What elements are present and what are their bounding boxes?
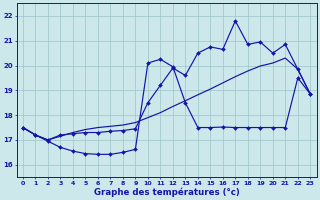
X-axis label: Graphe des températures (°c): Graphe des températures (°c) [94,187,239,197]
